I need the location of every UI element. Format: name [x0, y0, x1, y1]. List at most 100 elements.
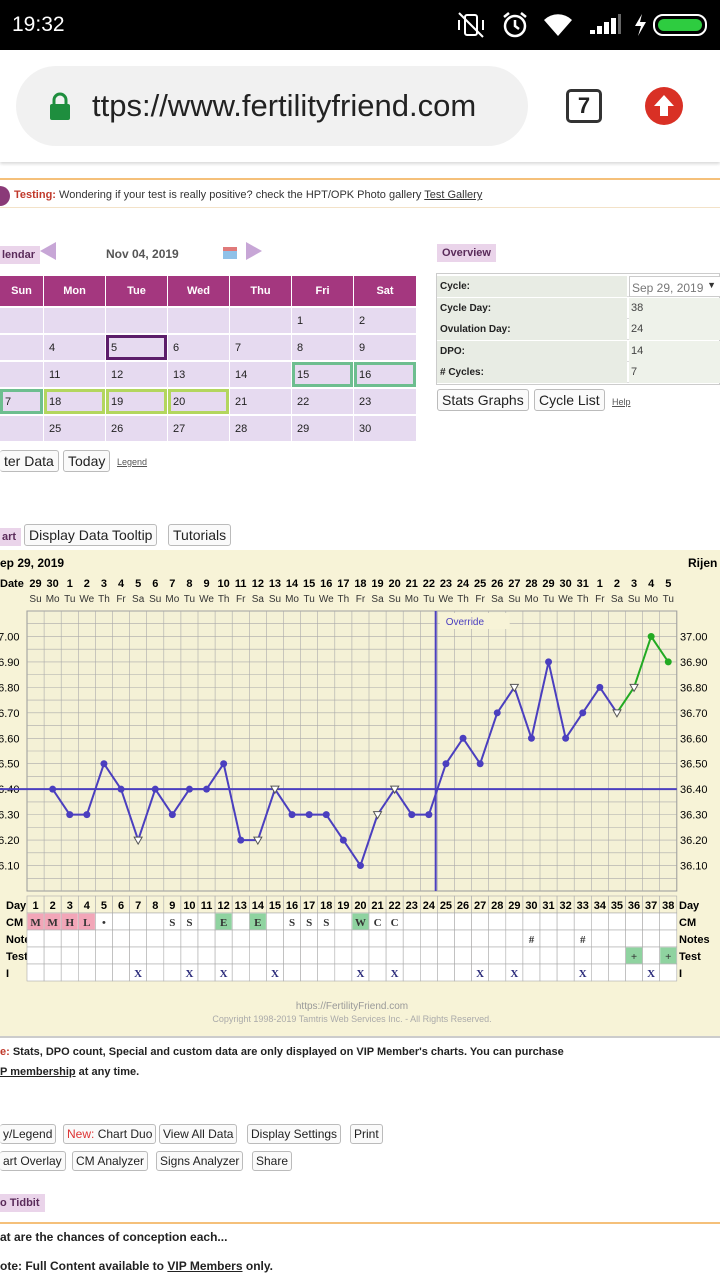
temp-point[interactable] — [237, 836, 245, 844]
calendar-day[interactable]: 9 — [354, 335, 416, 360]
temp-point[interactable] — [305, 811, 313, 819]
share-button[interactable]: Share — [252, 1151, 293, 1171]
signs-analyzer-button[interactable]: Signs Analyzer — [156, 1151, 244, 1171]
calendar-day[interactable] — [106, 308, 167, 333]
legend-link[interactable]: Legend — [117, 457, 148, 467]
temp-point[interactable] — [220, 760, 228, 768]
calendar-day[interactable]: 8 — [292, 335, 353, 360]
temp-point[interactable] — [66, 811, 74, 819]
tidbit-question[interactable]: at are the chances of conception each... — [0, 1230, 228, 1244]
temp-point[interactable] — [545, 658, 553, 666]
vip-members-link[interactable]: VIP Members — [167, 1259, 243, 1273]
temp-point[interactable] — [493, 709, 501, 717]
temp-point-open[interactable] — [612, 709, 622, 718]
temp-point-open[interactable] — [389, 785, 400, 795]
calendar-day[interactable]: 23 — [354, 389, 416, 414]
temp-point-open[interactable] — [372, 811, 383, 820]
temp-point-open[interactable] — [629, 683, 639, 693]
temp-point[interactable] — [664, 658, 672, 666]
temp-point[interactable] — [83, 811, 91, 819]
calendar-tab[interactable]: lendar — [0, 246, 41, 264]
temp-point[interactable] — [562, 734, 570, 742]
update-button[interactable] — [645, 87, 683, 125]
calendar-day[interactable]: 21 — [230, 389, 291, 414]
calendar-day[interactable]: 6 — [168, 335, 229, 360]
temp-point-open[interactable] — [133, 836, 144, 846]
tab-switcher-button[interactable]: 7 — [566, 89, 602, 123]
calendar-day[interactable]: 19 — [106, 389, 167, 414]
overview-value[interactable]: Sep 29, 2019 ▼ — [629, 276, 720, 297]
key-legend-button[interactable]: y/Legend — [0, 1124, 57, 1144]
enter-data-button[interactable]: ter Data — [0, 450, 59, 472]
temp-point[interactable] — [288, 811, 296, 819]
temp-point[interactable] — [596, 683, 604, 691]
temp-point[interactable] — [151, 785, 159, 793]
next-month-arrow-icon[interactable] — [244, 242, 262, 260]
vip-membership-link[interactable]: P membership — [0, 1066, 76, 1078]
today-button[interactable]: Today — [63, 450, 111, 472]
address-bar[interactable] — [16, 66, 528, 146]
help-link[interactable]: Help — [612, 397, 631, 407]
temp-point[interactable] — [442, 760, 450, 768]
calendar-day[interactable]: 14 — [230, 362, 291, 387]
calendar-day[interactable] — [230, 308, 291, 333]
test-gallery-link[interactable]: Test Gallery — [424, 189, 483, 201]
stats-graphs-button[interactable]: Stats Graphs — [437, 389, 529, 411]
calendar-day[interactable]: 1 — [292, 308, 353, 333]
calendar-day[interactable]: 5 — [106, 335, 167, 360]
calendar-day[interactable] — [0, 362, 43, 387]
temp-point[interactable] — [203, 785, 211, 793]
temp-point[interactable] — [527, 734, 535, 742]
calendar-day[interactable]: 13 — [168, 362, 229, 387]
temp-point[interactable] — [647, 632, 655, 640]
calendar-day[interactable]: 27 — [168, 416, 229, 441]
print-button[interactable]: Print — [350, 1124, 383, 1144]
temp-point[interactable] — [168, 811, 176, 819]
url-text[interactable]: ttps://www.fertilityfriend.com — [92, 88, 477, 123]
view-all-data-button[interactable]: View All Data — [159, 1124, 238, 1144]
temp-point[interactable] — [322, 811, 330, 819]
display-data-tooltip-button[interactable]: Display Data Tooltip — [24, 524, 158, 546]
temp-point-open[interactable] — [270, 785, 280, 795]
calendar-day[interactable]: 7 — [0, 389, 43, 414]
display-settings-button[interactable]: Display Settings — [247, 1124, 342, 1144]
calendar-day[interactable]: 16 — [354, 362, 416, 387]
temp-point[interactable] — [425, 811, 433, 819]
calendar-day[interactable]: 18 — [44, 389, 105, 414]
cm-analyzer-button[interactable]: CM Analyzer — [72, 1151, 149, 1171]
calendar-day[interactable] — [44, 308, 105, 333]
temp-point[interactable] — [100, 760, 108, 768]
chart-overlay-button[interactable]: art Overlay — [0, 1151, 66, 1171]
temp-point[interactable] — [117, 785, 125, 793]
temp-point-open[interactable] — [252, 836, 263, 846]
temp-point[interactable] — [476, 760, 484, 768]
temp-point[interactable] — [49, 785, 57, 793]
cycle-list-button[interactable]: Cycle List — [534, 389, 605, 411]
calendar-day[interactable]: 29 — [292, 416, 353, 441]
calendar-day[interactable]: 22 — [292, 389, 353, 414]
tutorials-button[interactable]: Tutorials — [168, 524, 232, 546]
temp-point-open[interactable] — [509, 683, 520, 693]
chart-duo-button[interactable]: New: Chart Duo — [63, 1124, 157, 1144]
calendar-day[interactable]: 4 — [44, 335, 105, 360]
calendar-icon[interactable] — [222, 244, 238, 260]
temp-point[interactable] — [356, 862, 364, 870]
calendar-day[interactable]: 2 — [354, 308, 416, 333]
calendar-day[interactable]: 25 — [44, 416, 105, 441]
calendar-day[interactable]: 12 — [106, 362, 167, 387]
calendar-day[interactable] — [168, 308, 229, 333]
temp-point[interactable] — [579, 709, 587, 717]
temp-point[interactable] — [339, 836, 347, 844]
chart-tab[interactable]: art — [0, 528, 22, 546]
calendar-day[interactable]: 28 — [230, 416, 291, 441]
calendar-day[interactable]: 15 — [292, 362, 353, 387]
calendar-day[interactable] — [0, 335, 43, 360]
calendar-day[interactable]: 26 — [106, 416, 167, 441]
prev-month-arrow-icon[interactable] — [40, 242, 58, 260]
temp-point[interactable] — [408, 811, 416, 819]
calendar-day[interactable] — [0, 416, 43, 441]
calendar-day[interactable]: 7 — [230, 335, 291, 360]
calendar-day[interactable]: 11 — [44, 362, 105, 387]
calendar-day[interactable]: 30 — [354, 416, 416, 441]
temp-point[interactable] — [459, 734, 467, 742]
